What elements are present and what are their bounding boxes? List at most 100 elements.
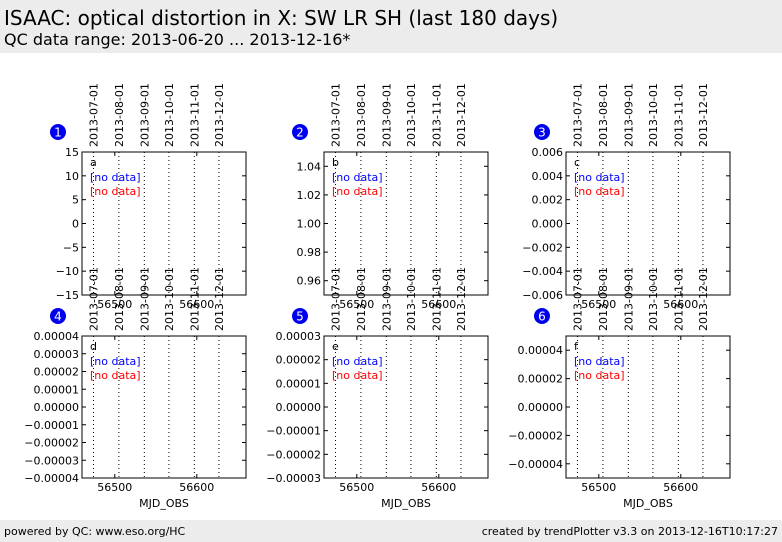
date-marker-label: 2013-12-01 — [455, 267, 468, 331]
y-tick-label: 5 — [72, 194, 79, 207]
panel-badge-number: 5 — [296, 310, 304, 324]
date-marker-label: 2013-11-01 — [430, 83, 443, 147]
footer-powered-by: powered by QC: www.eso.org/HC — [4, 525, 186, 538]
y-tick-label: −0.002 — [522, 241, 563, 254]
date-marker-label: 2013-12-01 — [697, 267, 710, 331]
panel-badge-circle — [534, 308, 550, 324]
chart-panel-a: 2013-07-01 2013-08-01 2013-09-01 2013-10-01… — [50, 83, 247, 311]
y-tick-label: −0.00003 — [266, 472, 321, 485]
y-tick-label: −15 — [56, 289, 79, 302]
y-tick-label: 0.98 — [297, 246, 322, 259]
y-tick-label: 0.96 — [297, 275, 322, 288]
date-marker-label: 2013-08-01 — [113, 267, 126, 331]
chart-panel-c: 2013-07-01 2013-08-01 2013-09-01 2013-10-01… — [522, 83, 731, 311]
date-marker-label: 2013-08-01 — [597, 267, 610, 331]
y-tick-label: 0.00001 — [276, 377, 322, 390]
y-tick-label: −5 — [63, 241, 79, 254]
date-marker-label: 2013-11-01 — [672, 267, 685, 331]
y-tick-label: −0.00004 — [508, 458, 563, 471]
chart-panel-d: 2013-07-01 2013-08-01 2013-09-01 2013-10-01… — [24, 267, 247, 510]
date-marker-label: 2013-10-01 — [405, 267, 418, 331]
date-marker-label: 2013-08-01 — [113, 83, 126, 147]
date-marker-label: 2013-09-01 — [380, 267, 393, 331]
panel-badge-number: 2 — [296, 126, 304, 140]
y-tick-label: 0.00003 — [34, 348, 80, 361]
date-marker-label: 2013-10-01 — [405, 83, 418, 147]
y-tick-label: −0.00004 — [24, 472, 79, 485]
x-tick-label: 56500 — [97, 481, 132, 494]
series-label: [no data] — [574, 185, 625, 198]
date-marker-label: 2013-11-01 — [672, 83, 685, 147]
y-tick-label: 0.00000 — [276, 401, 322, 414]
series-label: [no data] — [574, 369, 625, 382]
page-subtitle: QC data range: 2013-06-20 ... 2013-12-16… — [4, 30, 351, 49]
date-marker-label: 2013-10-01 — [163, 267, 176, 331]
y-tick-label: −0.00002 — [266, 448, 321, 461]
x-tick-label: 56600 — [179, 481, 214, 494]
series-label: [no data] — [332, 369, 383, 382]
date-marker-label: 2013-08-01 — [355, 267, 368, 331]
y-tick-label: 0.000 — [532, 218, 564, 231]
y-tick-label: −0.004 — [522, 265, 563, 278]
y-tick-label: −0.00003 — [24, 454, 79, 467]
series-label: [no data] — [90, 171, 141, 184]
y-tick-label: −0.00001 — [24, 419, 79, 432]
series-label: [no data] — [332, 185, 383, 198]
x-tick-label: 56600 — [421, 298, 456, 311]
y-tick-label: 0.00004 — [518, 344, 564, 357]
panel-badge-circle — [292, 124, 308, 140]
y-tick-label: −0.006 — [522, 289, 563, 302]
series-label: [no data] — [332, 171, 383, 184]
x-tick-label: 56500 — [97, 298, 132, 311]
date-marker-label: 2013-10-01 — [647, 267, 660, 331]
panel-badge-circle — [292, 308, 308, 324]
panel-label: e — [332, 340, 339, 353]
y-tick-label: 0.006 — [532, 146, 564, 159]
y-tick-label: −0.00001 — [266, 425, 321, 438]
x-tick-label: 56600 — [663, 298, 698, 311]
x-axis-label: MJD_OBS — [381, 497, 431, 510]
date-marker-label: 2013-12-01 — [455, 83, 468, 147]
y-tick-label: −10 — [56, 265, 79, 278]
y-tick-label: 0.00002 — [518, 373, 564, 386]
series-label: [no data] — [90, 369, 141, 382]
page-footer: powered by QC: www.eso.org/HC created by… — [0, 520, 782, 542]
y-tick-label: 15 — [65, 146, 79, 159]
date-marker-label: 2013-09-01 — [138, 83, 151, 147]
x-tick-label: 56500 — [581, 298, 616, 311]
panel-label: b — [332, 156, 339, 169]
panel-label: c — [574, 156, 580, 169]
date-marker-label: 2013-12-01 — [213, 83, 226, 147]
date-marker-label: 2013-07-01 — [329, 267, 342, 331]
footer-created-by: created by trendPlotter v3.3 on 2013-12-… — [481, 525, 778, 538]
y-tick-label: 1.04 — [297, 160, 322, 173]
panel-badge-circle — [50, 124, 66, 140]
date-marker-label: 2013-12-01 — [697, 83, 710, 147]
chart-grid: 2013-07-01 2013-08-01 2013-09-01 2013-10-01… — [24, 83, 731, 510]
date-marker-label: 2013-11-01 — [430, 267, 443, 331]
date-marker-label: 2013-10-01 — [163, 83, 176, 147]
panel-badge-circle — [534, 124, 550, 140]
panel-label: d — [90, 340, 97, 353]
x-tick-label: 56500 — [339, 481, 374, 494]
panel-label: f — [574, 340, 579, 353]
y-tick-label: 0.00001 — [34, 383, 80, 396]
date-marker-label: 2013-12-01 — [213, 267, 226, 331]
y-tick-label: 0.004 — [532, 170, 564, 183]
date-marker-label: 2013-09-01 — [622, 83, 635, 147]
x-tick-label: 56500 — [581, 481, 616, 494]
chart-panel-e: 2013-07-01 2013-08-01 2013-09-01 2013-10-01… — [266, 267, 489, 510]
date-marker-label: 2013-08-01 — [355, 83, 368, 147]
date-marker-label: 2013-10-01 — [647, 83, 660, 147]
x-tick-label: 56600 — [421, 481, 456, 494]
y-tick-label: 10 — [65, 170, 79, 183]
panel-badge-number: 4 — [54, 310, 62, 324]
panel-badge-circle — [50, 308, 66, 324]
y-tick-label: 0 — [72, 218, 79, 231]
date-marker-label: 2013-09-01 — [138, 267, 151, 331]
date-marker-label: 2013-09-01 — [380, 83, 393, 147]
x-axis-label: MJD_OBS — [139, 497, 189, 510]
y-tick-label: −0.00002 — [508, 429, 563, 442]
date-marker-label: 2013-11-01 — [188, 267, 201, 331]
y-tick-label: 0.00000 — [518, 401, 564, 414]
